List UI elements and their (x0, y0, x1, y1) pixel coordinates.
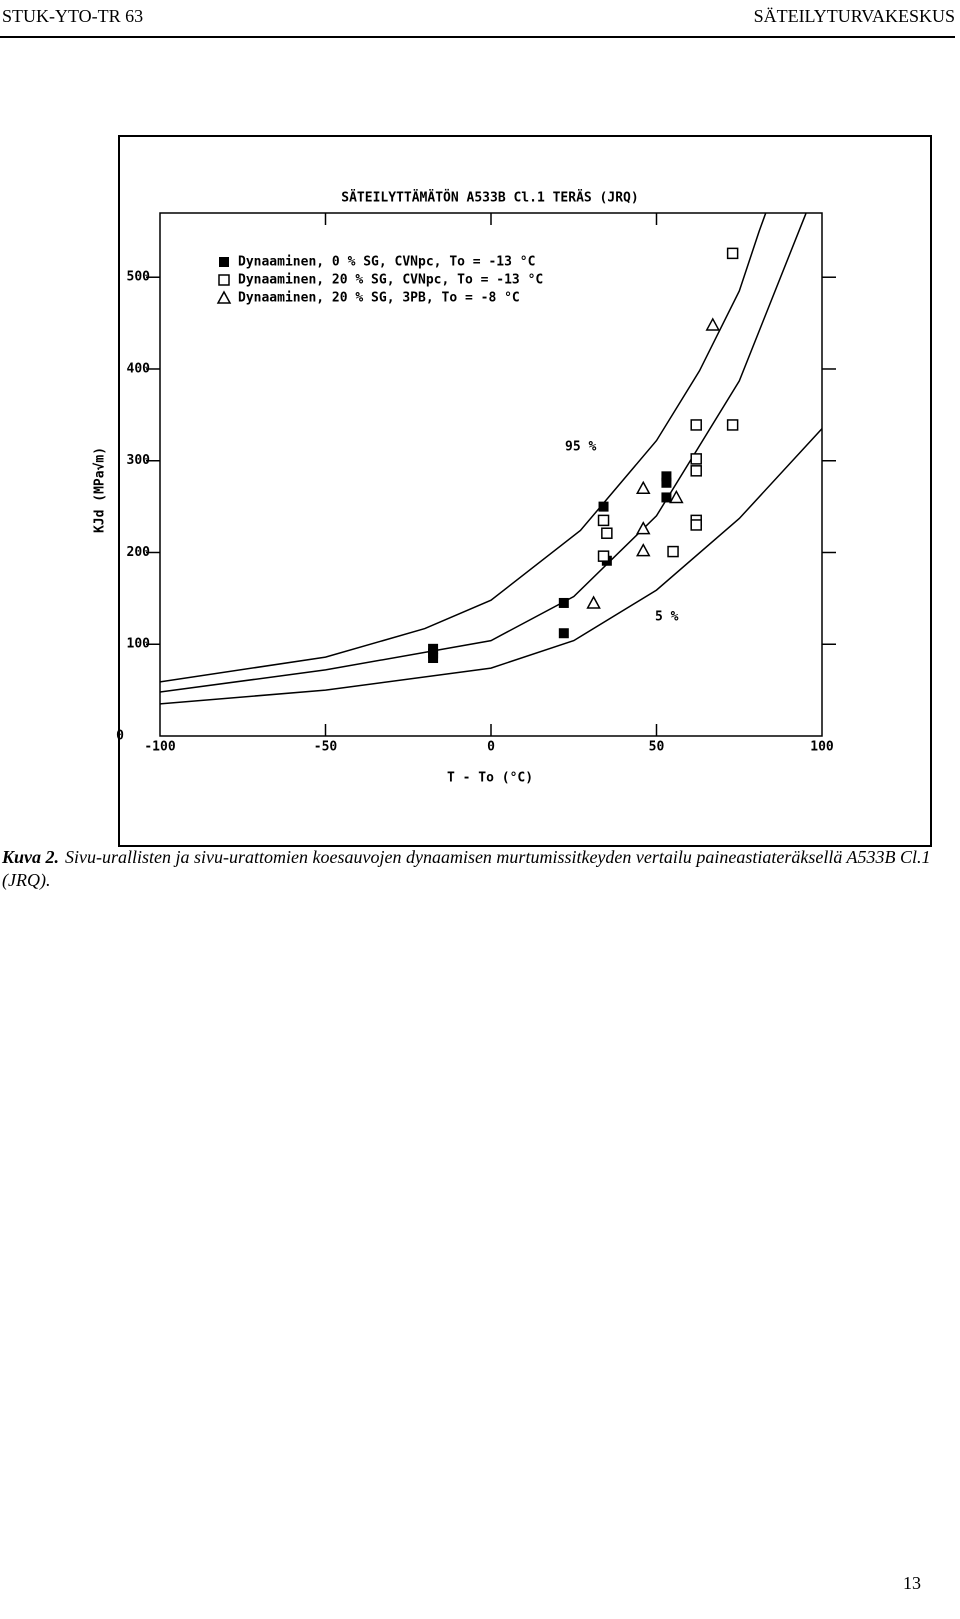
legend-label: Dynaaminen, 0 % SG, CVNpc, To = -13 °C (238, 255, 535, 270)
legend-marker (216, 290, 232, 304)
chart-title: SÄTEILYTTÄMÄTÖN A533B Cl.1 TERÄS (JRQ) (341, 190, 638, 206)
data-point (690, 465, 702, 477)
data-point (667, 545, 679, 558)
caption: Kuva 2. Sivu-urallisten ja sivu-urattomie… (2, 846, 942, 892)
x-tick-label: -100 (144, 740, 175, 755)
curve-label: 5 % (655, 610, 679, 625)
x-tick-label: -50 (314, 740, 338, 755)
data-point (635, 480, 651, 495)
y-tick-label: 400 (127, 361, 151, 376)
legend-label: Dynaaminen, 20 % SG, CVNpc, To = -13 °C (238, 273, 543, 288)
data-point (558, 597, 569, 608)
data-point (586, 595, 601, 609)
data-point (690, 419, 702, 431)
curve-label: 95 % (565, 440, 596, 455)
figure-frame (118, 135, 932, 847)
x-tick-label: 50 (649, 740, 665, 755)
data-point (598, 501, 609, 512)
curve (160, 428, 822, 705)
data-point (661, 492, 672, 503)
legend-label: Dynaaminen, 20 % SG, 3PB, To = -8 °C (238, 291, 520, 306)
y-tick-label: 300 (127, 453, 151, 468)
data-point (705, 317, 721, 331)
caption-text: Sivu-urallisten ja sivu-urattomien koesa… (2, 847, 931, 890)
header-right: SÄTEILYTURVAKESKUS (753, 6, 955, 26)
y-tick-label: 0 (116, 729, 124, 744)
data-point (726, 247, 739, 260)
curve (160, 213, 807, 693)
x-tick-label: 0 (487, 740, 495, 755)
data-point (661, 471, 672, 482)
curves (160, 213, 822, 705)
data-point (635, 543, 651, 557)
x-axis-label: T - To (°C) (447, 771, 533, 786)
data-point (558, 628, 569, 639)
data-point (690, 453, 702, 465)
data-point (726, 419, 739, 431)
data-point (601, 527, 613, 539)
data-point (597, 514, 610, 527)
curve (160, 213, 767, 683)
page-number: 13 (903, 1573, 921, 1593)
legend-marker (218, 274, 230, 286)
y-tick-label: 500 (127, 270, 151, 285)
data-point (661, 477, 672, 488)
caption-label: Kuva 2. (2, 847, 60, 867)
legend-marker (219, 257, 229, 267)
header-left: STUK-YTO-TR 63 (2, 6, 144, 26)
header-rule (0, 36, 955, 38)
y-tick-label: 100 (127, 637, 151, 652)
data-point (690, 519, 702, 531)
x-tick-label: 100 (810, 740, 834, 755)
data-point (597, 550, 610, 562)
data-point (635, 521, 651, 535)
y-axis-label: KJd (MPa√m) (93, 447, 108, 533)
data-point (669, 489, 684, 504)
data-point (428, 643, 439, 654)
chart: SÄTEILYTTÄMÄTÖN A533B Cl.1 TERÄS (JRQ) T… (93, 190, 836, 786)
y-tick-label: 200 (127, 545, 151, 560)
